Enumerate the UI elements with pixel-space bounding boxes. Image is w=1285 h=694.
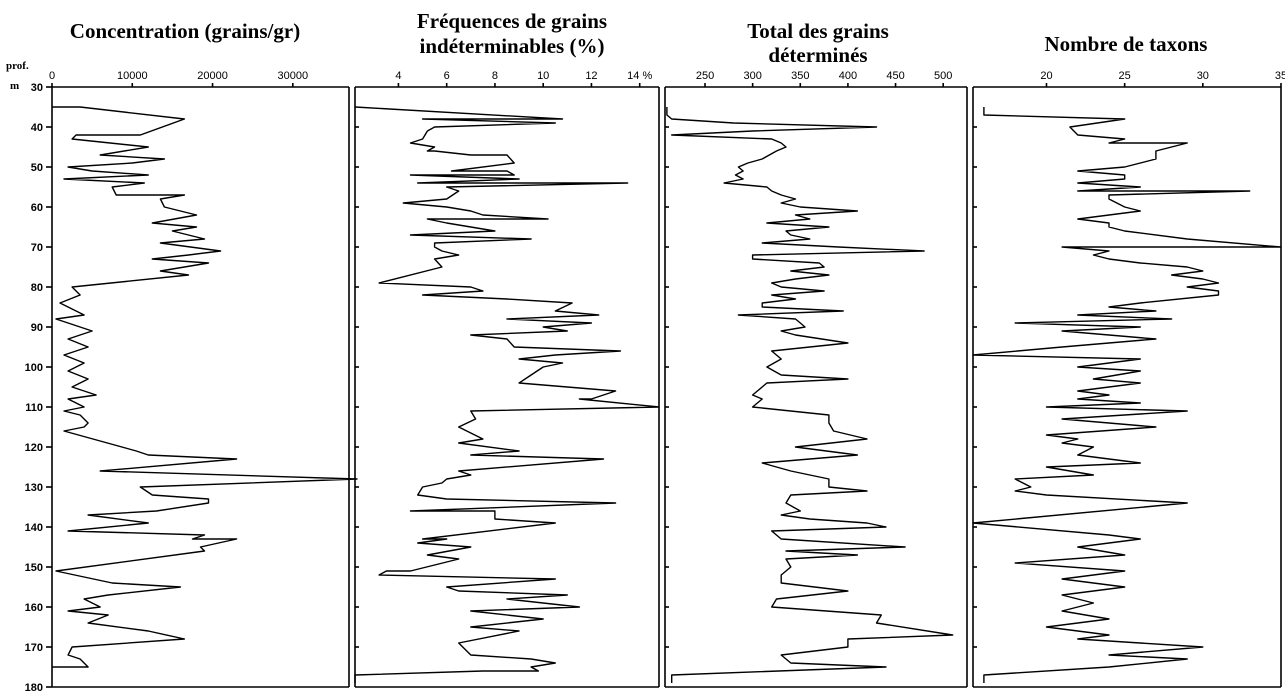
panel-3-x-tick-label: 250: [696, 70, 714, 82]
panel-1-x-tick-label: 20000: [197, 70, 228, 82]
panel-4-x-tick-label: 20: [1040, 70, 1052, 82]
depth-tick-label: 30: [31, 82, 43, 94]
panel-2-x-tick-label: 12: [585, 70, 597, 82]
panel-1-x-tick-label: 0: [49, 70, 55, 82]
panel-2-data-line: [354, 106, 660, 683]
panel-2-x-tick-label: 4: [395, 70, 401, 82]
depth-header-prof: prof.: [6, 60, 29, 72]
panel-3-data-line: [666, 107, 954, 683]
panel-4-x-tick-label: 30: [1197, 70, 1209, 82]
panel-2-title-line-1: Fréquences de grains: [417, 9, 607, 33]
depth-tick-label: 70: [31, 242, 43, 254]
depth-tick-label: 150: [25, 562, 43, 574]
panel-2-x-tick-label: 10: [537, 70, 549, 82]
panel-4-title: Nombre de taxons: [1045, 32, 1208, 56]
depth-tick-label: 90: [31, 322, 43, 334]
panel-4-x-tick-label: 25: [1119, 70, 1131, 82]
panel-1-x-tick-label: 10000: [117, 70, 148, 82]
panel-4-data-line: [972, 107, 1282, 683]
depth-tick-label: 160: [25, 602, 43, 614]
depth-tick-label: 80: [31, 282, 43, 294]
panel-1-x-tick-label: 30000: [278, 70, 309, 82]
depth-tick-label: 170: [25, 642, 43, 654]
depth-tick-label: 40: [31, 122, 43, 134]
panel-3-title-line-1: Total des grains: [747, 19, 889, 43]
panel-3-x-tick-label: 400: [839, 70, 857, 82]
panel-2-x-tick-label: 14 %: [627, 70, 652, 82]
panel-1-title: Concentration (grains/gr): [70, 19, 300, 43]
panel-3-title-line-2: déterminés: [768, 43, 867, 67]
depth-tick-label: 180: [25, 682, 43, 694]
panel-2-title-line-2: indéterminables (%): [420, 34, 605, 58]
panel-3-x-tick-label: 500: [934, 70, 952, 82]
depth-tick-label: 120: [25, 442, 43, 454]
panel-3-x-tick-label: 300: [743, 70, 761, 82]
panel-3-x-tick-label: 450: [886, 70, 904, 82]
panel-2-x-tick-label: 8: [492, 70, 498, 82]
panel-3-x-tick-label: 350: [791, 70, 809, 82]
depth-tick-label: 60: [31, 202, 43, 214]
depth-tick-label: 110: [25, 402, 43, 414]
depth-tick-label: 100: [25, 362, 43, 374]
depth-header-unit: m: [10, 80, 19, 92]
panel-2-x-tick-label: 6: [444, 70, 450, 82]
depth-tick-label: 130: [25, 482, 43, 494]
panel-1-data-line: [52, 106, 358, 668]
depth-tick-label: 140: [25, 522, 43, 534]
depth-tick-label: 50: [31, 162, 43, 174]
panel-4-x-tick-label: 35: [1275, 70, 1285, 82]
